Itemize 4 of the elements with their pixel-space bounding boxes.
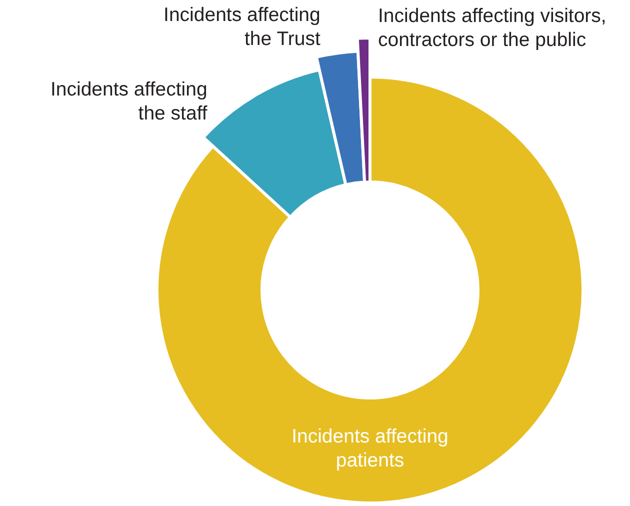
- slice-label: Incidents affecting the staff: [50, 78, 208, 124]
- slice-label: Incidents affecting the Trust: [164, 4, 321, 50]
- slice-label: Incidents affecting visitors, contractors or the public: [378, 5, 606, 51]
- slice-label: Incidents affecting patients: [292, 426, 448, 472]
